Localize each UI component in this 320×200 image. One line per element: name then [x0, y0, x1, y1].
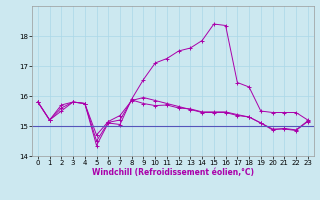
- X-axis label: Windchill (Refroidissement éolien,°C): Windchill (Refroidissement éolien,°C): [92, 168, 254, 177]
